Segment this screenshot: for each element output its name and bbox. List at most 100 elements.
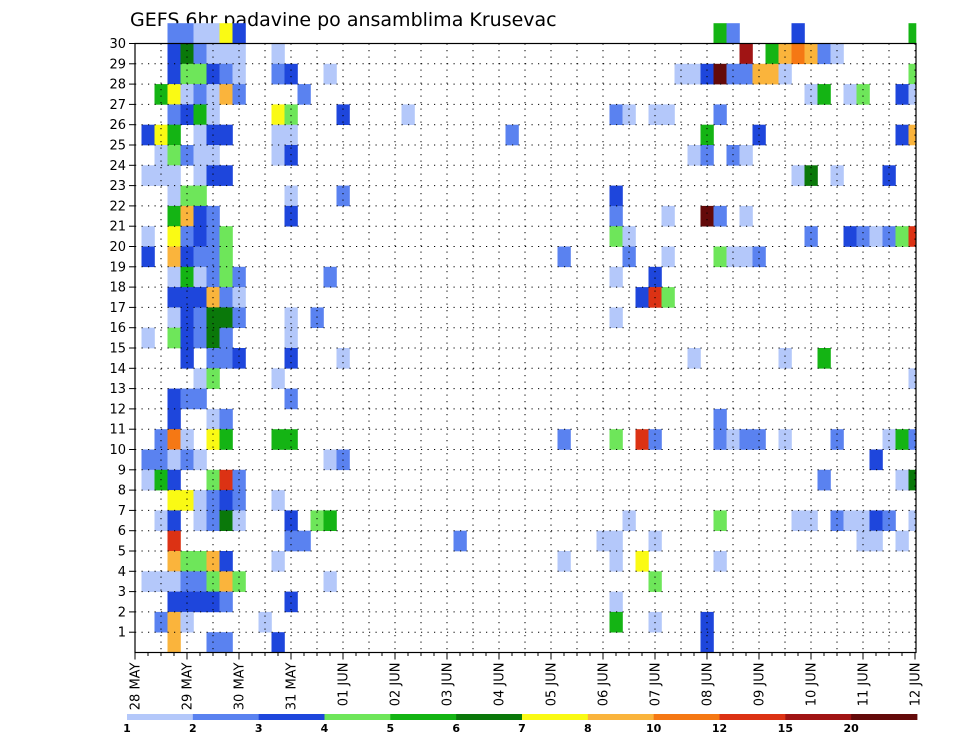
heatmap-cell xyxy=(843,510,857,531)
heatmap-cell xyxy=(193,226,207,247)
heatmap-cell xyxy=(232,63,246,85)
heatmap-cell xyxy=(180,388,194,410)
heatmap-cell xyxy=(609,266,623,288)
heatmap-cell xyxy=(206,348,220,369)
heatmap-cell xyxy=(206,551,220,572)
heatmap-cell xyxy=(167,611,181,633)
heatmap-cell xyxy=(284,388,298,410)
heatmap-cell xyxy=(193,246,207,268)
y-tick-label: 25 xyxy=(109,139,126,154)
heatmap-cell xyxy=(908,469,917,491)
heatmap-cell xyxy=(206,266,220,288)
y-tick-label: 13 xyxy=(109,382,126,397)
heatmap-cell xyxy=(609,591,623,613)
y-tick-label: 3 xyxy=(118,585,126,600)
heatmap-cell xyxy=(167,388,181,410)
legend-swatch xyxy=(851,714,918,720)
heatmap-cell xyxy=(804,226,818,247)
heatmap-cell xyxy=(557,551,571,572)
heatmap-cell xyxy=(609,611,623,633)
legend-swatch xyxy=(785,714,852,720)
heatmap-cell xyxy=(180,226,194,247)
heatmap-cell xyxy=(271,43,285,65)
legend-label: 2 xyxy=(189,722,197,735)
heatmap-cell xyxy=(622,246,636,268)
legend-label: 5 xyxy=(387,722,395,735)
dotted-grid xyxy=(135,43,916,653)
heatmap-cell xyxy=(180,84,194,105)
heatmap-cell xyxy=(167,287,181,308)
heatmap-cell xyxy=(193,104,207,125)
heatmap-cell xyxy=(193,165,207,186)
heatmap-cell xyxy=(206,429,220,450)
heatmap-cell xyxy=(661,287,675,308)
heatmap-cell xyxy=(180,104,194,125)
heatmap-cell xyxy=(895,429,909,450)
heatmap-cell xyxy=(895,469,909,491)
heatmap-cell xyxy=(843,84,857,105)
heatmap-cell xyxy=(141,246,155,268)
heatmap-cell xyxy=(830,429,844,450)
y-tick-label: 26 xyxy=(109,118,126,133)
heatmap-cell xyxy=(908,510,917,531)
heatmap-cell xyxy=(622,510,636,531)
x-tick-label: 09 JUN xyxy=(753,663,768,707)
heatmap-cell xyxy=(284,429,298,450)
heatmap-cell xyxy=(180,490,194,511)
heatmap-cell xyxy=(401,104,415,125)
heatmap-cell xyxy=(830,43,844,65)
heatmap-cell xyxy=(687,63,701,85)
y-tick-label: 29 xyxy=(109,57,126,72)
heatmap-cell xyxy=(141,124,155,146)
y-tick-label: 27 xyxy=(109,98,126,113)
x-axis-ticks: 28 MAY 29 MAY 30 MAY 31 MAY 01 JUN 02 JUN 03 J… xyxy=(129,652,924,710)
heatmap-cell xyxy=(206,104,220,125)
heatmap-cell xyxy=(219,632,233,653)
y-tick-label: 6 xyxy=(118,524,126,539)
heatmap-cell xyxy=(167,185,181,207)
legend-label: 15 xyxy=(778,722,793,735)
heatmap-cell xyxy=(609,104,623,125)
heatmap-cell xyxy=(206,246,220,268)
heatmap-cell xyxy=(726,145,740,166)
heatmap-cell xyxy=(167,63,181,85)
heatmap-cell xyxy=(219,23,233,44)
legend-label: 1 xyxy=(123,722,131,735)
heatmap-cell xyxy=(830,510,844,531)
heatmap-cell xyxy=(297,84,311,105)
heatmap-cell xyxy=(219,591,233,613)
heatmap-cell xyxy=(232,266,246,288)
y-tick-label: 7 xyxy=(118,504,126,519)
heatmap-cell xyxy=(310,510,324,531)
heatmap-cell xyxy=(336,185,350,207)
heatmap-cell xyxy=(453,530,467,552)
heatmap-cell xyxy=(284,63,298,85)
y-tick-label: 14 xyxy=(109,362,126,377)
heatmap-cell xyxy=(336,104,350,125)
heatmap-cell xyxy=(908,429,917,450)
x-tick-label: 28 MAY xyxy=(129,662,144,710)
y-tick-label: 5 xyxy=(118,545,126,560)
heatmap-cell xyxy=(609,185,623,207)
heatmap-cell xyxy=(141,327,155,349)
heatmap-cell xyxy=(141,165,155,186)
x-tick-label: 03 JUN xyxy=(441,663,456,707)
heatmap-cells xyxy=(141,23,917,653)
heatmap-cell xyxy=(206,591,220,613)
legend-swatch xyxy=(192,714,260,720)
heatmap-cell xyxy=(284,510,298,531)
heatmap-cell xyxy=(726,429,740,450)
heatmap-cell xyxy=(596,530,610,552)
heatmap-cell xyxy=(167,429,181,450)
heatmap-cell xyxy=(804,510,818,531)
heatmap-cell xyxy=(882,510,896,531)
heatmap-cell xyxy=(648,571,662,592)
heatmap-cell xyxy=(804,165,818,186)
heatmap-cell xyxy=(609,307,623,328)
heatmap-cell xyxy=(323,449,337,471)
y-tick-label: 12 xyxy=(109,402,126,417)
heatmap-cell xyxy=(154,571,168,592)
y-tick-label: 30 xyxy=(109,37,126,52)
heatmap-cell xyxy=(895,124,909,146)
heatmap-cell xyxy=(219,429,233,450)
